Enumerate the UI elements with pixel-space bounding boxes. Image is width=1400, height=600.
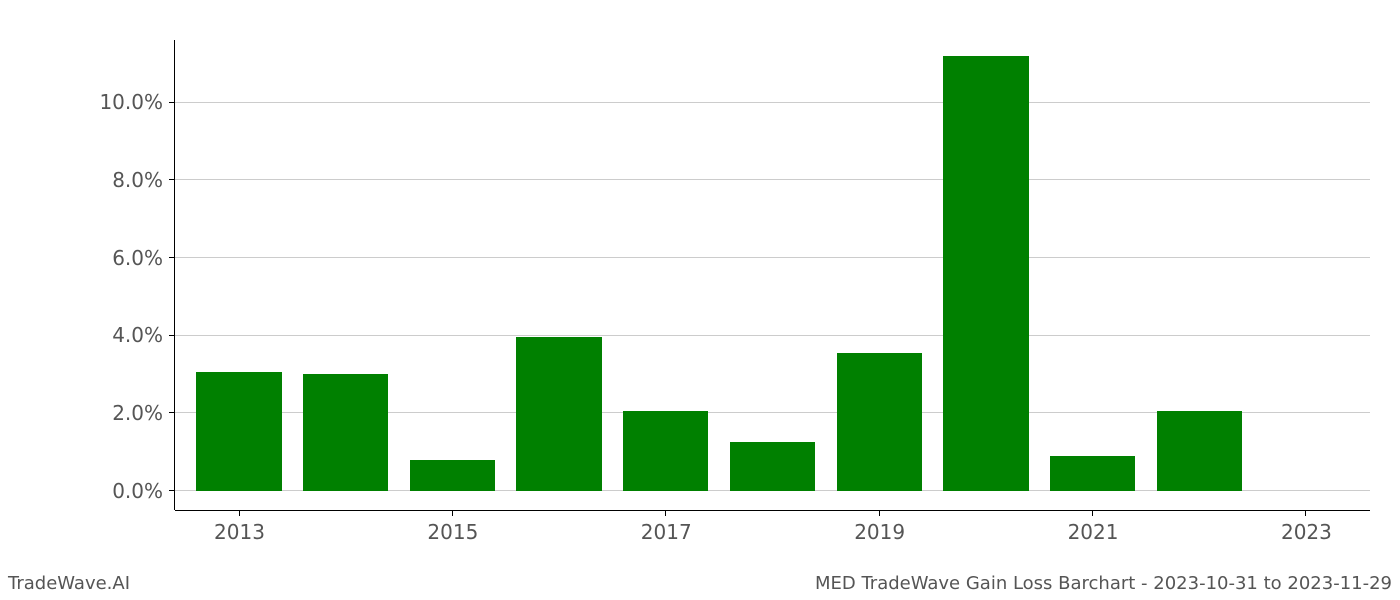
bar — [623, 411, 708, 491]
bar — [943, 56, 1028, 491]
grid-line — [175, 179, 1370, 180]
footer-right: MED TradeWave Gain Loss Barchart - 2023-… — [815, 573, 1392, 594]
x-tick-label: 2021 — [1068, 520, 1119, 544]
bar — [410, 460, 495, 491]
bar — [516, 337, 601, 490]
x-tick-label: 2019 — [854, 520, 905, 544]
y-tick-label: 10.0% — [99, 90, 163, 114]
chart-container: TradeWave.AI MED TradeWave Gain Loss Bar… — [0, 0, 1400, 600]
footer-left: TradeWave.AI — [8, 573, 130, 594]
x-tick-label: 2023 — [1281, 520, 1332, 544]
y-tick-label: 4.0% — [112, 323, 163, 347]
bar — [837, 353, 922, 491]
bar — [196, 372, 281, 490]
y-tick-label: 6.0% — [112, 246, 163, 270]
y-tick-label: 2.0% — [112, 401, 163, 425]
y-tick-label: 0.0% — [112, 479, 163, 503]
x-tick-label: 2013 — [214, 520, 265, 544]
bar — [1050, 456, 1135, 491]
bar — [1157, 411, 1242, 491]
grid-line — [175, 102, 1370, 103]
x-axis — [175, 510, 1370, 511]
x-tick-label: 2015 — [427, 520, 478, 544]
grid-line — [175, 257, 1370, 258]
y-tick-label: 8.0% — [112, 168, 163, 192]
grid-line — [175, 335, 1370, 336]
bar — [303, 374, 388, 491]
bar — [730, 442, 815, 491]
y-axis — [174, 40, 175, 510]
x-tick-label: 2017 — [641, 520, 692, 544]
